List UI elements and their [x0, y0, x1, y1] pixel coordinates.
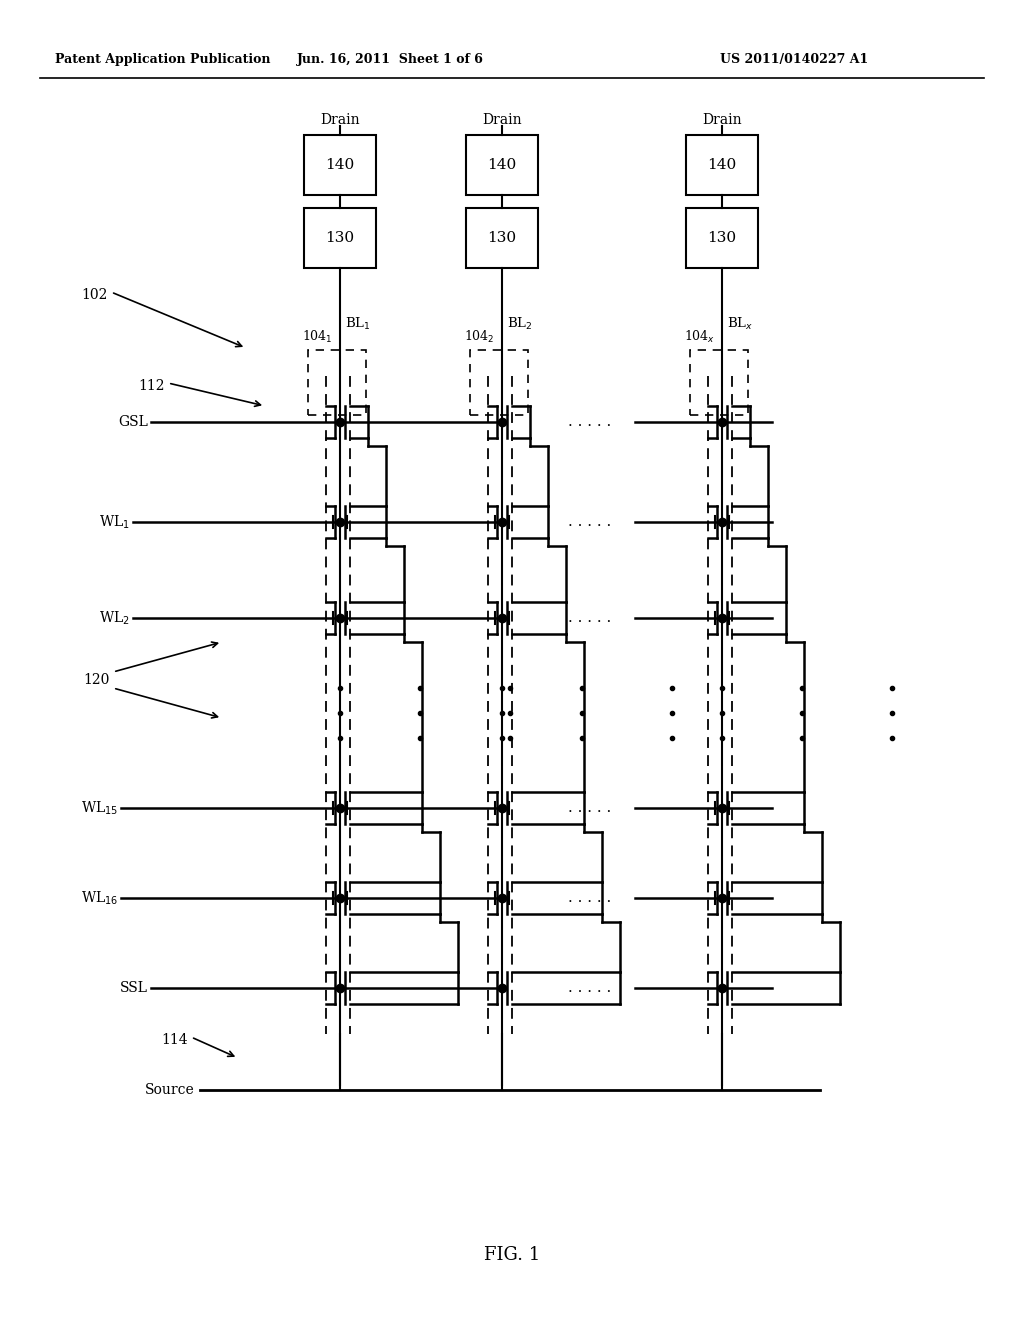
Text: 130: 130: [487, 231, 516, 246]
Text: 130: 130: [326, 231, 354, 246]
Text: . . . . .: . . . . .: [568, 801, 611, 814]
Text: . . . . .: . . . . .: [568, 611, 611, 624]
Bar: [466, 135, 538, 195]
Text: WL$_2$: WL$_2$: [99, 610, 130, 627]
Text: FIG. 1: FIG. 1: [484, 1246, 540, 1265]
Text: . . . . .: . . . . .: [568, 891, 611, 906]
Bar: [690, 350, 748, 414]
Text: WL$_{15}$: WL$_{15}$: [81, 800, 118, 817]
Text: BL$_1$: BL$_1$: [345, 315, 371, 333]
Text: Source: Source: [145, 1082, 195, 1097]
Text: 120: 120: [84, 673, 110, 686]
Text: SSL: SSL: [120, 981, 148, 995]
Text: GSL: GSL: [118, 414, 148, 429]
Text: 114: 114: [162, 1034, 188, 1047]
Text: . . . . .: . . . . .: [568, 515, 611, 529]
Bar: [686, 209, 758, 268]
Text: US 2011/0140227 A1: US 2011/0140227 A1: [720, 54, 868, 66]
Text: 104$_1$: 104$_1$: [302, 329, 333, 345]
Text: 104$_x$: 104$_x$: [684, 329, 715, 345]
Text: 104$_2$: 104$_2$: [464, 329, 495, 345]
Bar: [304, 135, 376, 195]
Text: BL$_x$: BL$_x$: [727, 315, 754, 333]
Text: . . . . .: . . . . .: [568, 414, 611, 429]
Text: Drain: Drain: [702, 114, 741, 127]
Text: 130: 130: [708, 231, 736, 246]
Text: 140: 140: [326, 158, 354, 172]
Bar: [308, 350, 366, 414]
Text: . . . . .: . . . . .: [568, 981, 611, 995]
Text: BL$_2$: BL$_2$: [507, 315, 532, 333]
Text: 102: 102: [82, 288, 108, 302]
Bar: [470, 350, 528, 414]
Bar: [686, 135, 758, 195]
Text: 140: 140: [487, 158, 517, 172]
Text: Drain: Drain: [482, 114, 522, 127]
Bar: [304, 209, 376, 268]
Bar: [466, 209, 538, 268]
Text: Patent Application Publication: Patent Application Publication: [55, 54, 270, 66]
Text: Jun. 16, 2011  Sheet 1 of 6: Jun. 16, 2011 Sheet 1 of 6: [297, 54, 483, 66]
Text: WL$_{16}$: WL$_{16}$: [81, 890, 118, 907]
Text: Drain: Drain: [321, 114, 359, 127]
Text: WL$_1$: WL$_1$: [99, 513, 130, 531]
Text: 140: 140: [708, 158, 736, 172]
Text: 112: 112: [138, 379, 165, 393]
